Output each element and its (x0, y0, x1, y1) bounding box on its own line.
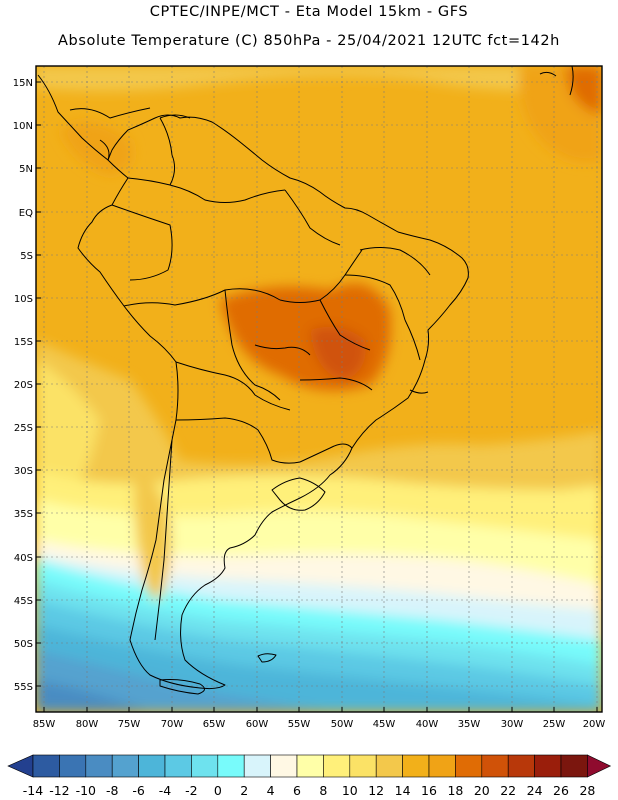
colorbar-swatch (402, 754, 430, 778)
colorbar-swatch (455, 754, 483, 778)
lat-label: 35S (14, 509, 33, 520)
colorbar-label: 2 (240, 783, 248, 798)
temperature-field (36, 66, 602, 712)
lon-label: 55W (288, 719, 311, 730)
colorbar-label: 10 (342, 783, 358, 798)
colorbar-label: 16 (421, 783, 437, 798)
colorbar-swatch (111, 754, 139, 778)
lon-label: 20W (583, 719, 606, 730)
title-line-2: Absolute Temperature (C) 850hPa - 25/04/… (58, 33, 560, 49)
colorbar-min-arrow (7, 754, 34, 778)
colorbar-label: 6 (293, 783, 301, 798)
lat-label: 5S (20, 251, 33, 262)
colorbar-label: -6 (132, 783, 145, 798)
lon-label: 60W (246, 719, 269, 730)
colorbar-swatch (534, 754, 562, 778)
colorbar-swatch (217, 754, 245, 778)
colorbar-swatch (428, 754, 456, 778)
colorbar-label: 28 (579, 783, 595, 798)
colorbar-swatch (32, 754, 60, 778)
lat-label: 55S (14, 682, 33, 693)
lat-label: 40S (14, 553, 33, 564)
colorbar-label: 12 (368, 783, 384, 798)
lon-label: 65W (203, 719, 226, 730)
colorbar-label: 20 (474, 783, 490, 798)
lon-label: 85W (33, 719, 56, 730)
colorbar-label: 24 (527, 783, 543, 798)
lon-label: 75W (118, 719, 141, 730)
lat-label: 45S (14, 596, 33, 607)
axis-ticks (36, 81, 598, 712)
colorbar-label: -10 (76, 783, 96, 798)
colorbar-swatch (138, 754, 166, 778)
colorbar-label: -12 (49, 783, 69, 798)
colorbar-swatch (375, 754, 403, 778)
lat-label: 10N (13, 121, 33, 132)
colorbar-swatch (323, 754, 351, 778)
colorbar-swatch (191, 754, 219, 778)
lon-label: 45W (373, 719, 396, 730)
colorbar-label: 8 (319, 783, 327, 798)
colorbar-swatch (243, 754, 271, 778)
lat-label: EQ (19, 208, 33, 219)
lon-label: 40W (416, 719, 439, 730)
lon-label: 50W (331, 719, 354, 730)
colorbar-swatch (560, 754, 588, 778)
lon-label: 35W (458, 719, 481, 730)
colorbar-swatch (481, 754, 509, 778)
colorbar-label: -2 (185, 783, 197, 798)
colorbar-label: 22 (500, 783, 516, 798)
lat-label: 10S (14, 294, 33, 305)
colorbar-label: -8 (106, 783, 119, 798)
colorbar-swatch (507, 754, 535, 778)
colorbar-swatch (296, 754, 324, 778)
colorbar-label: 0 (214, 783, 222, 798)
colorbar-label: 4 (267, 783, 275, 798)
lat-label: 15S (14, 337, 33, 348)
lat-label: 30S (14, 466, 33, 477)
colorbar-label: -14 (23, 783, 43, 798)
coastlines (37, 66, 574, 695)
colorbar-swatch (85, 754, 113, 778)
colorbar-label: 18 (447, 783, 463, 798)
colorbar-label: 26 (553, 783, 569, 798)
colorbar-swatch (59, 754, 87, 778)
colorbar-swatch (164, 754, 192, 778)
colorbar-label: -4 (159, 783, 172, 798)
title-line-1: CPTEC/INPE/MCT - Eta Model 15km - GFS (149, 4, 469, 20)
lon-label: 25W (543, 719, 566, 730)
lat-label: 5N (19, 164, 33, 175)
lat-label: 25S (14, 423, 33, 434)
lat-label: 15N (13, 78, 33, 89)
lon-label: 30W (501, 719, 524, 730)
grid-lines (36, 66, 602, 712)
colorbar: -14 -12 -10 -8 -6 -4 -2 0 2 4 6 8 10 12 14 16 18 20 22 24 26… (7, 754, 612, 798)
lat-label: 50S (14, 639, 33, 650)
colorbar-label: 14 (395, 783, 411, 798)
colorbar-swatch (349, 754, 377, 778)
colorbar-swatch (270, 754, 298, 778)
lon-label: 70W (161, 719, 184, 730)
lat-label: 20S (14, 380, 33, 391)
colorbar-max-arrow (587, 754, 612, 778)
lon-label: 80W (76, 719, 99, 730)
map-frame (35, 65, 603, 713)
